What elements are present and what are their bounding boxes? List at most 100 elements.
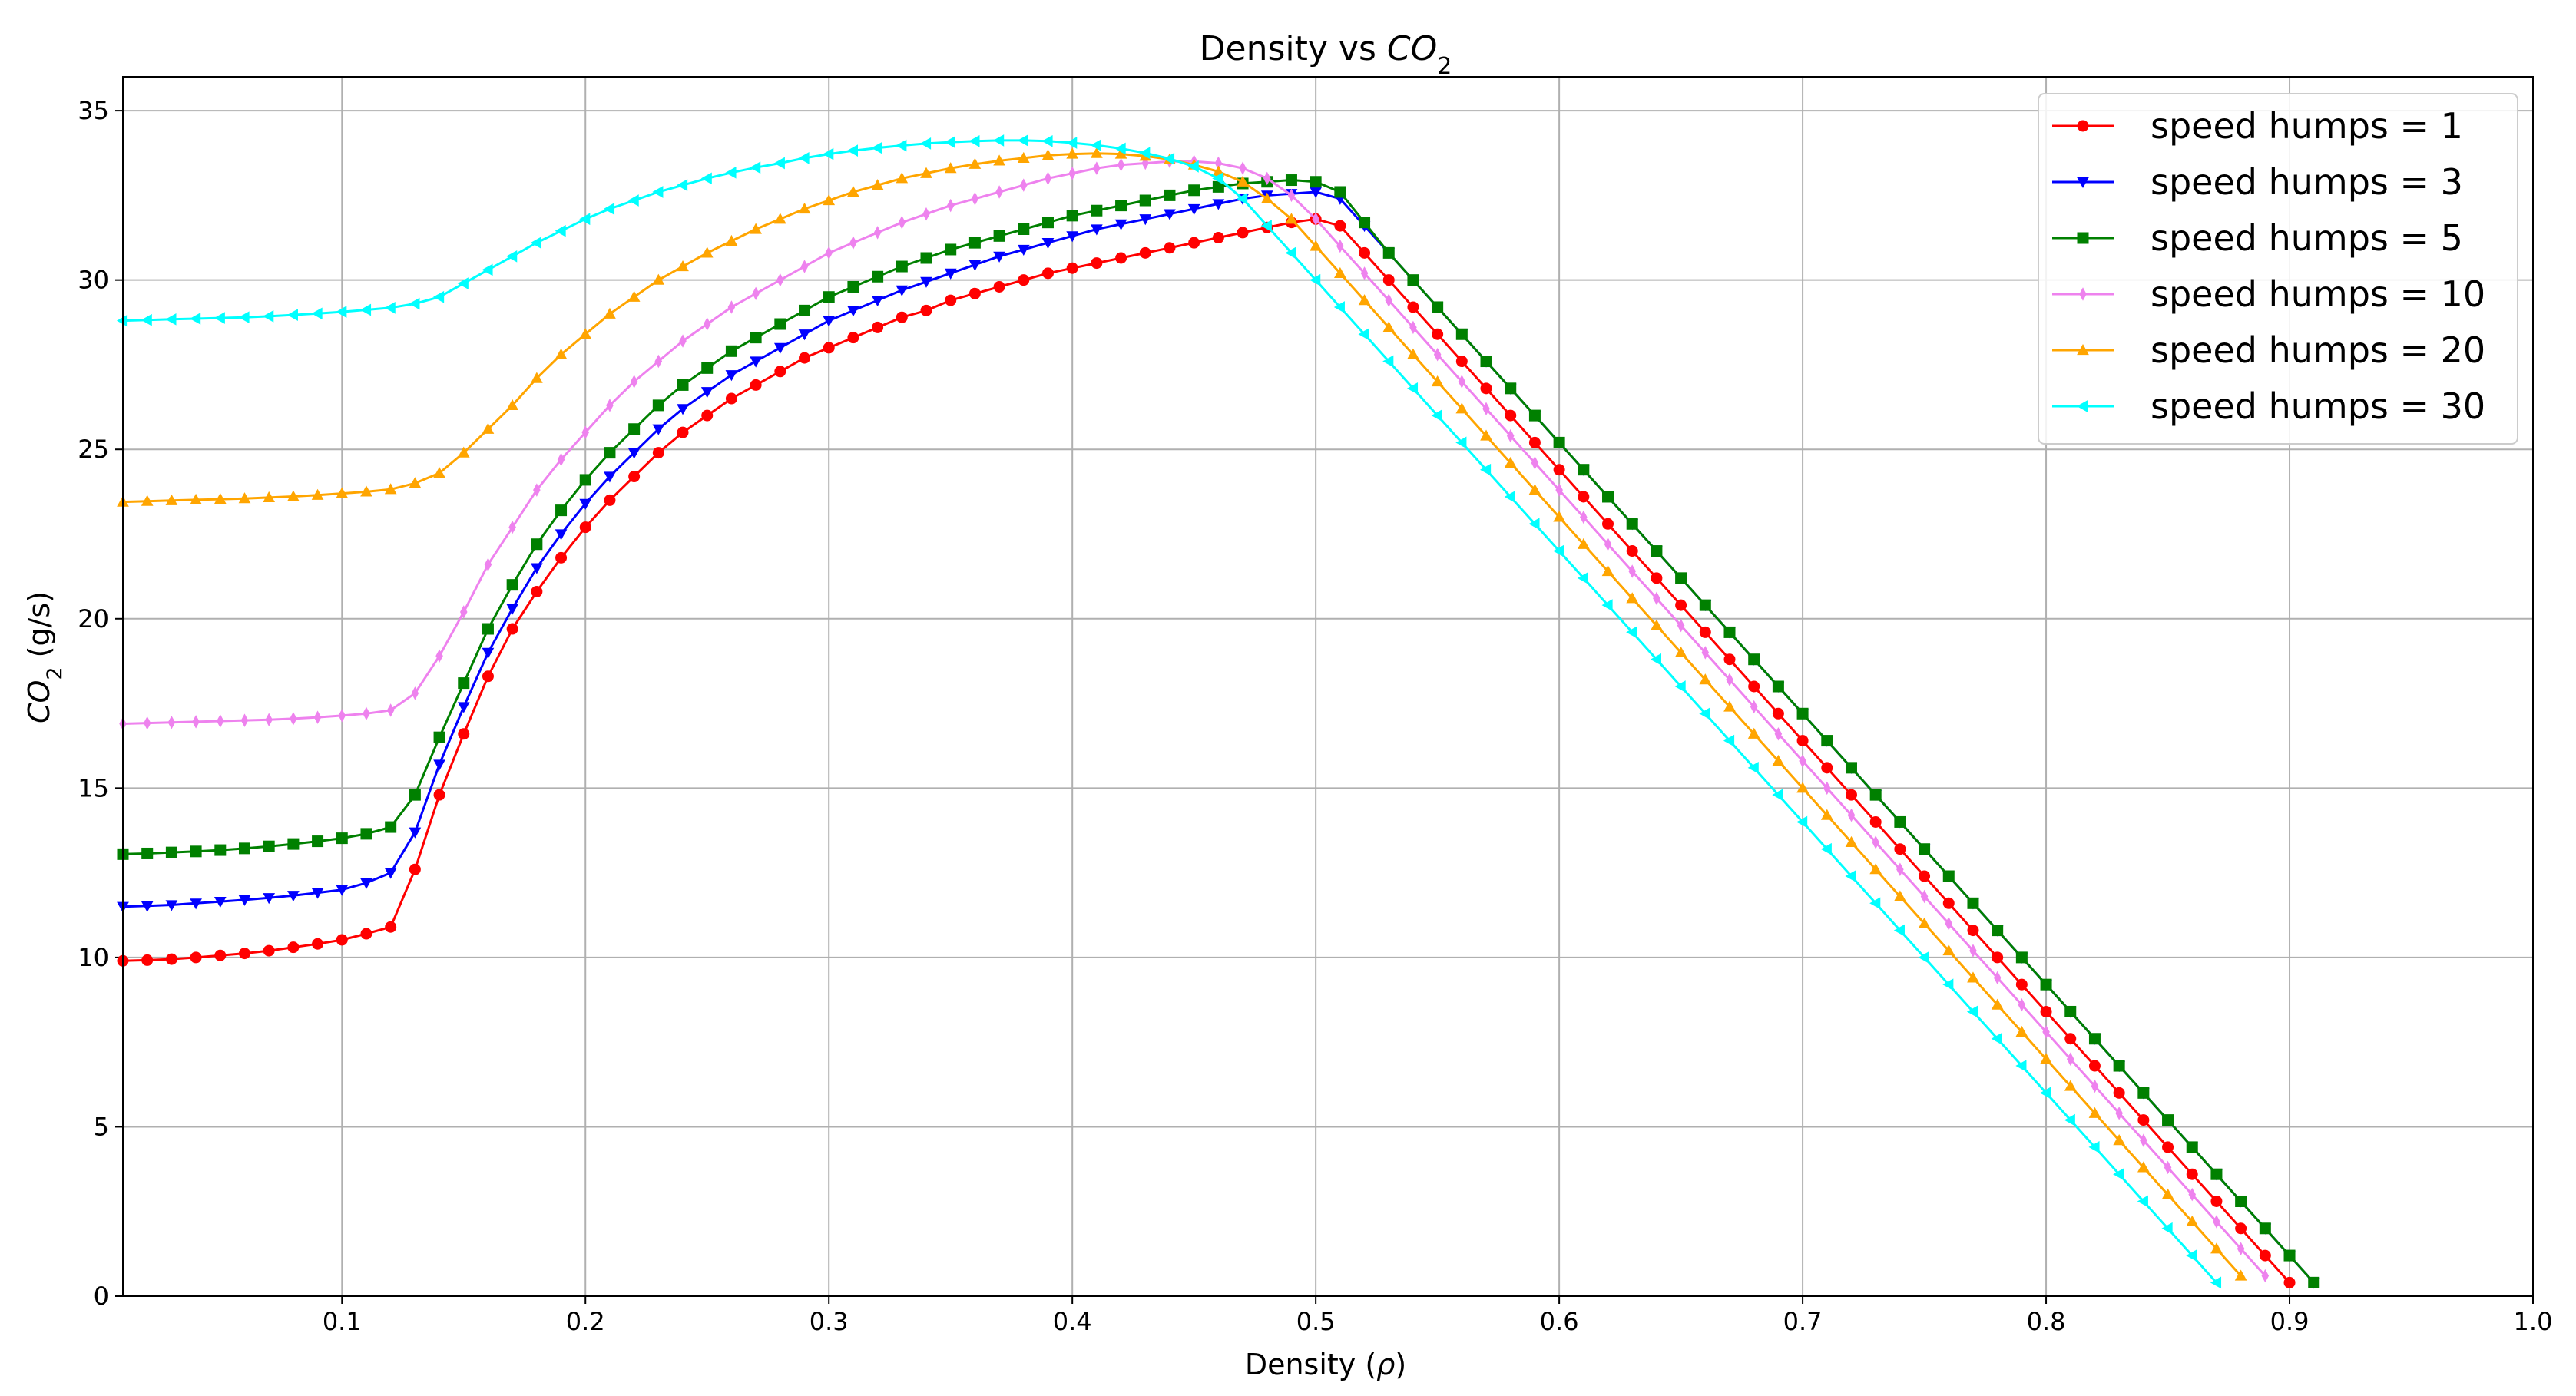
data-point — [165, 494, 178, 505]
data-point — [1017, 134, 1028, 147]
data-point — [2259, 1222, 2271, 1235]
data-point — [847, 332, 859, 344]
data-point — [190, 951, 202, 964]
data-point — [338, 709, 346, 723]
data-point — [433, 789, 445, 801]
data-point — [2088, 1060, 2101, 1072]
data-point — [1772, 755, 1785, 766]
data-point — [263, 944, 275, 957]
data-point — [652, 399, 664, 412]
legend-marker — [2077, 343, 2089, 356]
data-point — [1675, 572, 1687, 584]
data-point — [557, 452, 565, 467]
legend-label: speed humps = 3 — [2151, 161, 2463, 203]
data-point — [1723, 700, 1736, 712]
y-tick-label: 25 — [78, 435, 109, 464]
data-point — [579, 498, 592, 510]
data-point — [457, 702, 470, 713]
data-point — [677, 260, 689, 272]
data-point — [677, 404, 689, 415]
data-point — [727, 300, 736, 314]
data-point — [2115, 1107, 2123, 1120]
data-point — [263, 893, 276, 905]
data-point — [1091, 147, 1103, 158]
x-axis-ticks: 0.1 0.2 0.3 0.4 0.5 0.6 0.7 0.8 0.9 1.0 — [323, 1296, 2552, 1336]
data-point — [995, 185, 1003, 199]
data-point — [385, 921, 397, 933]
data-point — [530, 237, 541, 249]
data-point — [896, 311, 908, 323]
data-point — [2015, 1025, 2028, 1037]
data-point — [1212, 199, 1225, 210]
data-point — [2210, 1276, 2222, 1289]
data-point — [1212, 232, 1224, 244]
data-point — [238, 895, 251, 906]
data-point — [2210, 1195, 2223, 1207]
data-point — [2210, 1242, 2223, 1254]
data-point — [1020, 178, 1028, 192]
data-point — [1774, 727, 1783, 741]
data-point — [1358, 294, 1371, 306]
data-point — [2113, 1168, 2124, 1181]
data-point — [776, 273, 784, 287]
y-tick-label: 5 — [94, 1112, 109, 1141]
data-point — [2164, 1160, 2172, 1175]
data-point — [1723, 734, 1735, 747]
data-point — [750, 223, 762, 234]
data-point — [1821, 762, 1833, 774]
data-point — [1796, 815, 1808, 829]
data-point — [1726, 673, 1733, 686]
data-point — [922, 207, 930, 221]
data-point — [508, 520, 516, 534]
data-point — [920, 252, 932, 264]
data-point — [2162, 1114, 2174, 1126]
data-point — [1845, 762, 1857, 774]
data-point — [1458, 375, 1466, 389]
data-point — [1893, 924, 1905, 937]
legend-item: speed humps = 5 — [2052, 217, 2463, 259]
data-point — [531, 585, 543, 597]
data-point — [750, 161, 761, 174]
series-3 — [117, 174, 2320, 1288]
data-point — [1918, 951, 1929, 964]
data-point — [1675, 599, 1687, 611]
data-point — [190, 493, 202, 505]
data-point — [141, 313, 152, 326]
data-point — [725, 392, 737, 405]
data-point — [2088, 1141, 2100, 1153]
data-point — [312, 835, 324, 848]
data-point — [1969, 944, 1977, 958]
data-point — [604, 494, 616, 506]
data-point — [433, 759, 445, 771]
data-point — [1845, 870, 1856, 882]
data-point — [1942, 870, 1955, 882]
data-point — [1628, 564, 1636, 578]
data-point — [167, 716, 176, 729]
data-point — [1845, 789, 1857, 801]
data-point — [1942, 944, 1955, 956]
data-point — [1748, 653, 1760, 666]
legend-label: speed humps = 20 — [2151, 329, 2485, 371]
data-point — [384, 301, 396, 314]
data-point — [459, 605, 468, 619]
data-point — [1967, 971, 1979, 983]
data-point — [2042, 1025, 2050, 1039]
data-point — [799, 352, 811, 364]
data-point — [2308, 1276, 2320, 1288]
data-point — [677, 426, 689, 438]
data-point — [1528, 436, 1541, 448]
data-point — [2064, 1005, 2077, 1017]
data-point — [141, 847, 154, 859]
data-point — [798, 152, 810, 164]
data-point — [214, 493, 227, 504]
data-point — [1164, 189, 1176, 201]
data-point — [2283, 1249, 2296, 1262]
data-point — [409, 789, 421, 801]
data-point — [409, 863, 421, 875]
data-point — [409, 827, 422, 839]
x-tick-label: 0.6 — [1540, 1307, 1579, 1336]
data-point — [143, 716, 151, 730]
data-point — [1918, 917, 1931, 928]
data-point — [1796, 707, 1809, 720]
data-point — [1091, 257, 1103, 270]
